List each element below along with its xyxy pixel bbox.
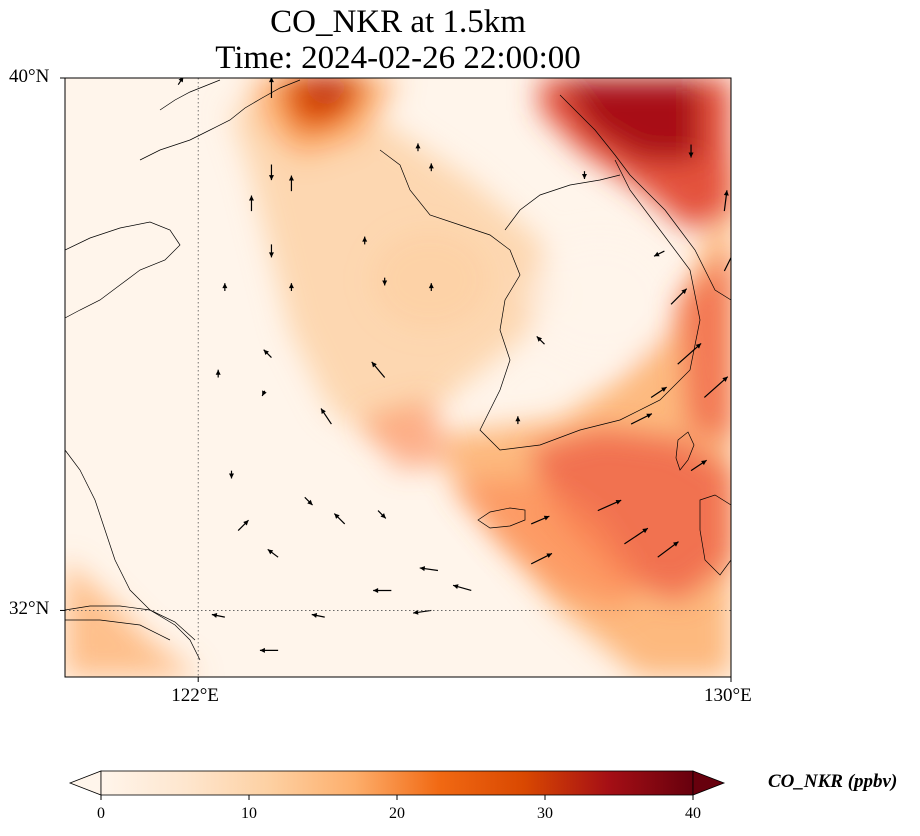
wind-arrow	[311, 613, 325, 618]
wind-arrow	[428, 283, 434, 291]
wind-arrow	[703, 376, 729, 398]
lon-tick-label: 122°E	[171, 685, 219, 706]
wind-arrow	[222, 283, 228, 291]
wind-arrow	[211, 613, 225, 618]
coastline-korea-west	[379, 149, 701, 451]
colorbar-body	[100, 770, 694, 796]
wind-arrow	[373, 587, 392, 593]
colorbar-tick-label: 30	[537, 805, 553, 822]
colorbar-label: CO_NKR (ppbv)	[768, 771, 898, 792]
gridlines	[65, 78, 731, 677]
field-band-west	[65, 560, 200, 677]
map-title-line-1: CO_NKR at 1.5km	[270, 4, 526, 40]
coastline-yangtze	[65, 605, 196, 641]
wind-arrow	[630, 413, 653, 425]
wind-arrow	[229, 470, 234, 479]
axis-ticks	[60, 77, 732, 682]
wind-arrow	[288, 283, 294, 291]
field-hotspot-south-sea	[450, 480, 640, 610]
lat-tick-label: 32°N	[9, 598, 50, 620]
coastline-jeju	[477, 507, 526, 529]
wind-arrow	[677, 342, 702, 365]
wind-arrow	[515, 416, 521, 425]
wind-arrow	[263, 349, 272, 358]
wind-arrow	[690, 459, 707, 472]
wind-arrow	[428, 163, 434, 172]
wind-arrow	[419, 566, 439, 572]
wind-arrow	[530, 515, 550, 525]
field-blob-central	[370, 230, 490, 330]
concentration-field	[65, 78, 731, 677]
wind-arrow	[597, 499, 622, 512]
wind-arrow	[259, 647, 279, 653]
coastline-liaodong	[139, 79, 301, 161]
colorbar-ticks	[100, 795, 694, 800]
colorbar-tick-label: 20	[389, 805, 405, 822]
wind-arrow	[215, 369, 221, 378]
colorbar-extend-max	[692, 770, 726, 796]
wind-arrow	[530, 552, 553, 565]
wind-arrow	[362, 236, 368, 245]
colorbar-tick-label: 40	[685, 805, 701, 822]
coastline-northeast	[559, 94, 731, 301]
lat-tick-label: 40°N	[9, 66, 50, 87]
wind-arrow	[536, 335, 545, 345]
coastline-shandong	[65, 221, 181, 319]
wind-arrow	[581, 171, 587, 179]
wind-arrow	[413, 609, 432, 615]
wind-arrow	[688, 144, 694, 158]
wind-arrow	[452, 584, 472, 592]
wind-arrow	[333, 513, 346, 525]
wind-arrow	[653, 250, 665, 257]
wind-arrow	[268, 164, 274, 181]
wind-arrow	[382, 277, 388, 286]
wind-arrow	[624, 527, 649, 545]
wind-arrow	[371, 361, 386, 378]
field-hotspot-east-coast	[680, 250, 731, 440]
coastline-tsushima	[675, 431, 695, 471]
wind-arrow	[723, 190, 729, 212]
coastline-china-east	[65, 449, 201, 661]
wind-arrow	[237, 519, 249, 532]
coastline-kyushu	[699, 494, 731, 576]
colorbar-extend-min	[68, 770, 102, 796]
colorbar-tick-label: 10	[241, 805, 257, 822]
coastlines	[65, 79, 731, 661]
wind-arrow	[288, 175, 294, 192]
map-frame	[64, 77, 732, 678]
wind-arrow	[261, 390, 267, 397]
field-hotspot-central-sea	[360, 400, 450, 470]
coastline-korea-north	[504, 174, 621, 231]
wind-arrow	[657, 541, 679, 558]
wind-arrow	[415, 143, 421, 152]
colorbar-tick-label: 0	[97, 805, 105, 822]
wind-arrow	[304, 496, 313, 506]
field-hotspot-bohai	[280, 78, 370, 130]
wind-arrow	[320, 408, 332, 425]
field-hotspot-bohai-core	[295, 78, 350, 105]
map-title-line-2: Time: 2024-02-26 22:00:00	[215, 40, 581, 76]
wind-arrow	[267, 548, 279, 558]
wind-arrow	[670, 288, 688, 305]
wind-vectors	[177, 78, 731, 653]
field-hotspot-south-korea	[530, 430, 731, 600]
wind-arrow	[377, 510, 387, 519]
field-hotspot-northeast-core	[560, 78, 700, 160]
wind-arrow	[268, 78, 274, 98]
lon-tick-label: 130°E	[704, 685, 752, 706]
wind-arrow	[268, 244, 274, 258]
wind-arrow	[248, 195, 254, 212]
field-blob-korea-interior	[530, 240, 670, 360]
wind-arrow	[650, 386, 668, 398]
